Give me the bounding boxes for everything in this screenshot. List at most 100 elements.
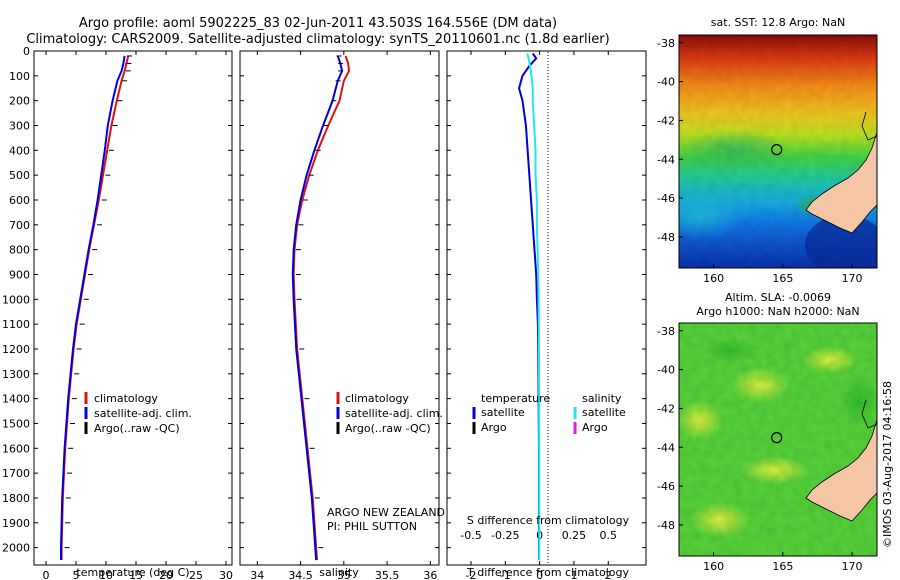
lon-tick-label: 170 bbox=[842, 272, 863, 285]
depth-tick-label: 1900 bbox=[2, 517, 30, 530]
figure-title-line2: Climatology: CARS2009. Satellite-adjuste… bbox=[26, 32, 609, 47]
depth-tick-label: 800 bbox=[9, 244, 30, 257]
legend-label-climatology: climatology bbox=[345, 392, 409, 405]
legend-label-s-argo: Argo bbox=[582, 421, 608, 434]
x-tick-label: 35 bbox=[337, 569, 351, 580]
sst-lat-tick-labels: -38 -40 -42 -44 -46 -48 bbox=[657, 37, 683, 244]
x-tick-label: 20 bbox=[159, 569, 173, 580]
sst-argo-position-marker bbox=[771, 144, 783, 156]
temperature-panel: 0100200300400500600700800900100011001200… bbox=[2, 45, 233, 580]
temperature-axes bbox=[33, 50, 233, 566]
depth-tick-label: 1000 bbox=[2, 293, 30, 306]
lat-tick-label: -44 bbox=[657, 441, 675, 454]
depth-tick-label: 1400 bbox=[2, 393, 30, 406]
lat-tick-label: -40 bbox=[657, 364, 675, 377]
legend-label-satellite: satellite-adj. clim. bbox=[345, 407, 443, 420]
sla-lat-tick-labels: -38 -40 -42 -44 -46 -48 bbox=[657, 325, 683, 532]
sst-map-title: sat. SST: 12.8 Argo: NaN bbox=[711, 16, 845, 29]
depth-tick-label: 1800 bbox=[2, 492, 30, 505]
temperature-series bbox=[60, 55, 132, 561]
cook-strait-coastline bbox=[861, 111, 877, 141]
s-difference-tick-label: 0.25 bbox=[562, 529, 587, 542]
south-island-landmass bbox=[805, 131, 877, 234]
difference-panel: -2 -1 0 1 2 -0.5 -0.25 0 0.25 0.5 T difference f… bbox=[446, 50, 647, 580]
x-tick-label: 15 bbox=[129, 569, 143, 580]
sst-map-image bbox=[679, 35, 877, 268]
x-tick-label: 1 bbox=[570, 569, 577, 580]
sla-lon-tick-labels: 160 165 170 bbox=[703, 552, 863, 573]
s-difference-tick-label: 0.5 bbox=[600, 529, 618, 542]
sst-lon-tick-labels: 160 165 170 bbox=[703, 264, 863, 285]
depth-tick-label: 700 bbox=[9, 219, 30, 232]
cook-strait-coastline bbox=[861, 399, 877, 429]
legend-label-s-satellite: satellite bbox=[582, 406, 626, 419]
depth-tick-label: 200 bbox=[9, 95, 30, 108]
t-difference-xlabel: T difference from climatology bbox=[466, 566, 629, 579]
depth-tick-label: 300 bbox=[9, 119, 30, 132]
salinity-legend: climatology satellite-adj. clim. Argo(..… bbox=[336, 392, 443, 435]
south-island-landmass bbox=[805, 419, 877, 522]
difference-series bbox=[518, 52, 541, 561]
x-tick-label: 36 bbox=[423, 569, 437, 580]
depth-tick-label: 100 bbox=[9, 70, 30, 83]
temperature-xlabel: temperature (deg C) bbox=[76, 566, 189, 579]
figure-title-line1: Argo profile: aoml 5902225_83 02-Jun-201… bbox=[79, 16, 557, 31]
depth-tick-label: 1500 bbox=[2, 417, 30, 430]
temperature-tick-labels: 0 5 10 15 20 25 30 bbox=[34, 50, 233, 580]
legend-label-satellite: satellite-adj. clim. bbox=[94, 407, 192, 420]
sla-map-title-line2: Argo h1000: NaN h2000: NaN bbox=[696, 305, 859, 318]
sla-map-panel: Altim. SLA: -0.0069 Argo h1000: NaN h200… bbox=[657, 291, 878, 573]
sla-map-image bbox=[679, 323, 877, 556]
legend-label-climatology: climatology bbox=[94, 392, 158, 405]
salinity-tick-labels: 34 34.5 35 35.5 36 bbox=[240, 50, 439, 580]
sla-argo-position-marker bbox=[771, 432, 783, 444]
lat-tick-label: -38 bbox=[657, 37, 675, 50]
temperature-legend: climatology satellite-adj. clim. Argo(..… bbox=[84, 392, 192, 435]
series-line-salinity-satellite bbox=[526, 53, 541, 561]
salinity-series bbox=[291, 55, 351, 561]
difference-axes bbox=[446, 50, 647, 566]
depth-tick-label: 1100 bbox=[2, 318, 30, 331]
x-tick-label: 30 bbox=[219, 569, 233, 580]
lon-tick-label: 165 bbox=[772, 560, 793, 573]
lat-tick-label: -48 bbox=[657, 519, 675, 532]
legend-label-t-argo: Argo bbox=[481, 421, 507, 434]
lon-tick-label: 160 bbox=[703, 272, 724, 285]
sst-map-panel: sat. SST: 12.8 Argo: NaN 160 165 170 -38 -4… bbox=[657, 16, 878, 285]
depth-tick-label: 1600 bbox=[2, 442, 30, 455]
lat-tick-label: -44 bbox=[657, 153, 675, 166]
salinity-panel: 34 34.5 35 35.5 36 salinity climatology sate… bbox=[239, 50, 445, 580]
legend-label-argo: Argo(..raw -QC) bbox=[345, 422, 431, 435]
lat-tick-label: -48 bbox=[657, 231, 675, 244]
float-group-label: ARGO NEW ZEALAND bbox=[327, 506, 445, 519]
float-pi-label: PI: PHIL SUTTON bbox=[327, 520, 417, 533]
x-tick-label: 34.5 bbox=[288, 569, 313, 580]
lon-tick-label: 165 bbox=[772, 272, 793, 285]
lat-tick-label: -42 bbox=[657, 402, 675, 415]
lat-tick-label: -46 bbox=[657, 480, 675, 493]
depth-tick-label: 1200 bbox=[2, 343, 30, 356]
depth-tick-label: 2000 bbox=[2, 542, 30, 555]
x-tick-label: 10 bbox=[99, 569, 113, 580]
salinity-axes bbox=[239, 50, 440, 566]
depth-tick-label: 600 bbox=[9, 194, 30, 207]
x-tick-label: 34 bbox=[250, 569, 264, 580]
x-tick-label: 0 bbox=[43, 569, 50, 580]
depth-tick-label: 0 bbox=[23, 45, 30, 58]
lat-tick-label: -42 bbox=[657, 114, 675, 127]
x-tick-label: -2 bbox=[466, 569, 477, 580]
lat-tick-label: -46 bbox=[657, 192, 675, 205]
legend-heading-temperature: temperature bbox=[481, 392, 550, 405]
lat-tick-label: -40 bbox=[657, 76, 675, 89]
x-tick-label: -1 bbox=[500, 569, 511, 580]
t-difference-tick-labels: -2 -1 0 1 2 bbox=[447, 50, 646, 580]
salinity-xlabel: salinity bbox=[319, 566, 359, 579]
legend-label-t-satellite: satellite bbox=[481, 406, 525, 419]
sla-map-title-line1: Altim. SLA: -0.0069 bbox=[725, 291, 831, 304]
x-tick-label: 0 bbox=[536, 569, 543, 580]
x-tick-label: 5 bbox=[73, 569, 80, 580]
series-line-satellite-adj-clim- bbox=[60, 55, 126, 561]
depth-tick-label: 400 bbox=[9, 144, 30, 157]
depth-tick-label: 900 bbox=[9, 268, 30, 281]
x-tick-label: 25 bbox=[189, 569, 203, 580]
